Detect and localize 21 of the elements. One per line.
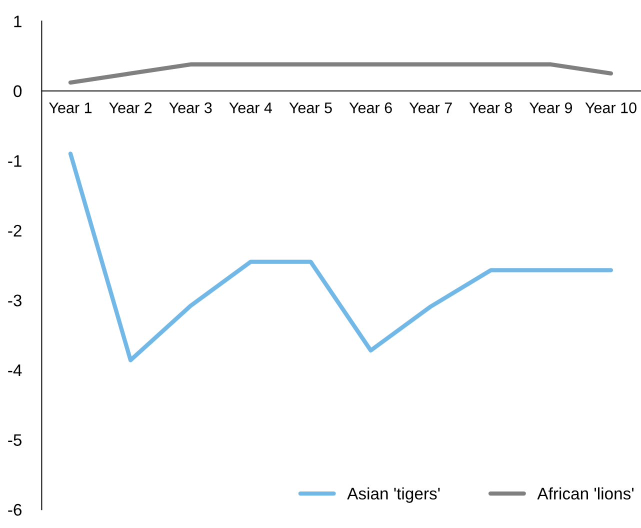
- y-tick-label: -3: [8, 294, 22, 306]
- legend-label: African 'lions': [537, 487, 634, 500]
- y-tick-label: -2: [8, 224, 22, 236]
- x-tick-label: Year 10: [585, 102, 636, 114]
- y-tick-label: 1: [14, 16, 22, 28]
- y-tick-label: -1: [8, 155, 22, 167]
- x-tick-label: Year 6: [349, 102, 392, 114]
- x-tick-label: Year 9: [529, 102, 572, 114]
- x-tick-label: Year 3: [169, 102, 212, 114]
- x-tick-label: Year 1: [49, 102, 92, 114]
- y-tick-label: 0: [14, 85, 22, 98]
- line-series: [68, 152, 614, 362]
- x-tick-label: Year 5: [289, 102, 332, 114]
- x-tick-label: Year 4: [229, 102, 272, 114]
- y-tick-label: -4: [8, 364, 22, 376]
- x-tick-label: Year 7: [409, 102, 452, 114]
- legend-label: Asian 'tigers': [347, 487, 440, 503]
- x-tick-label: Year 2: [109, 102, 152, 114]
- x-tick-label: Year 8: [469, 102, 512, 114]
- y-tick-label: -6: [8, 504, 22, 516]
- y-tick-label: -5: [8, 434, 22, 446]
